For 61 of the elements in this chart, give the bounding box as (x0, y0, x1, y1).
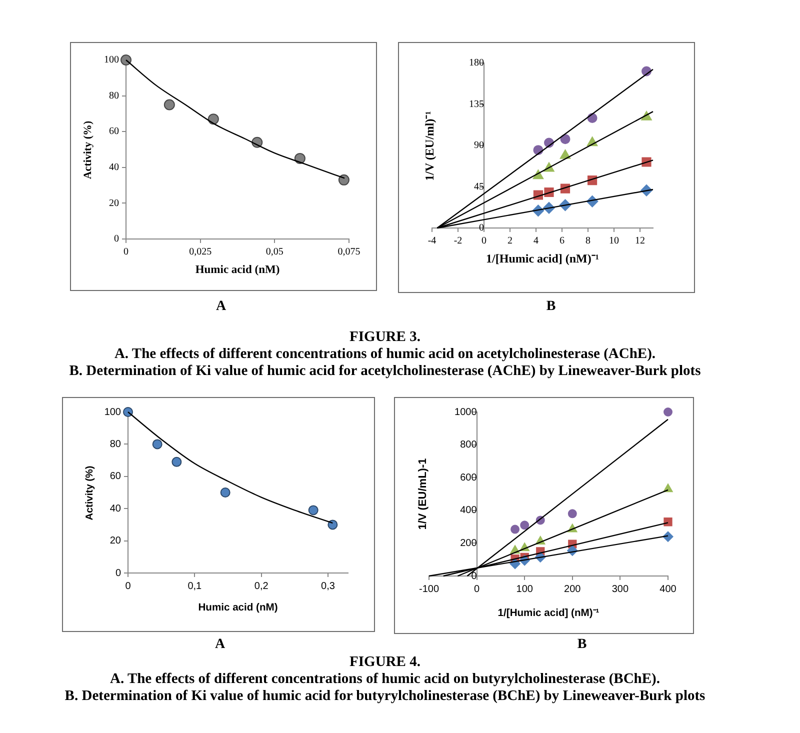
y-tick-label: 20 (109, 198, 119, 209)
y-tick-label: 400 (460, 505, 478, 516)
y-tick-label: 200 (460, 538, 478, 549)
y-tick-label: 60 (109, 126, 119, 138)
y-tick-label: 800 (460, 440, 478, 451)
y-axis-title: Activity (%) (82, 120, 94, 179)
y-tick-label: 135 (469, 98, 484, 110)
y-tick-label: 20 (110, 536, 122, 547)
y-tick-label: 60 (110, 471, 122, 482)
y-tick-label: 45 (474, 181, 484, 192)
y-tick-label: 100 (104, 406, 122, 418)
text: A (216, 299, 226, 315)
text: B (546, 299, 556, 315)
x-axis-title: Humic acid (nM) (198, 602, 278, 614)
text: A (214, 637, 226, 653)
x-tick-label: -100 (418, 584, 440, 595)
x-tick-label: 10 (609, 236, 619, 247)
x-tick-label: 0,05 (266, 246, 284, 258)
caption: FIGURE 3. (350, 328, 420, 345)
x-axis-title: Humic acid (nM) (195, 264, 280, 276)
y-axis-title: Activity (%) (84, 465, 96, 520)
y-tick-label: 100 (104, 54, 119, 66)
x-axis-title: 1/[Humic acid] (nM)⁻¹ (486, 250, 599, 266)
y-tick-label: 40 (109, 162, 119, 174)
y-tick-label: 90 (474, 140, 484, 152)
y-axis-title: 1/V (EU/mL)-1 (417, 458, 429, 530)
y-tick-label: 1000 (454, 406, 478, 418)
x-tick-label: 300 (612, 584, 629, 595)
x-tick-label: 100 (516, 584, 534, 595)
y-tick-label: 180 (469, 58, 484, 69)
y-tick-label: 0 (471, 570, 478, 582)
text: B (577, 637, 587, 653)
x-tick-label: 8 (586, 236, 590, 247)
x-tick-label: 0,2 (254, 580, 269, 592)
x-tick-label: 200 (564, 584, 582, 595)
y-tick-label: 40 (110, 503, 122, 514)
x-tick-label: -4 (428, 236, 436, 247)
caption: FIGURE 4. (350, 654, 420, 670)
text: B. Determination of Ki value of humic acid for butyrylcholinesterase (BChE) by Lineweaver-Burk plots (64, 688, 706, 704)
y-tick-label: 0 (479, 222, 484, 234)
x-tick-label: 6 (560, 236, 564, 247)
y-tick-label: 80 (110, 438, 122, 450)
x-tick-label: 0 (124, 246, 128, 258)
x-tick-label: 400 (660, 584, 677, 595)
x-tick-label: 0,025 (189, 246, 212, 258)
x-tick-label: 0 (125, 580, 132, 592)
text: A. The effects of different concentrations of humic acid on butyrylcholinesterase (BChE). (110, 670, 660, 687)
x-tick-label: 0,075 (338, 246, 360, 258)
x-tick-label: 0,1 (188, 580, 202, 592)
x-tick-label: 2 (508, 236, 512, 247)
y-axis-title: 1/V (EU/ml)⁻¹ (422, 110, 438, 180)
y-tick-label: 0 (115, 568, 122, 579)
y-tick-label: 80 (109, 90, 119, 102)
x-tick-label: 4 (534, 236, 538, 247)
x-tick-label: 0,3 (321, 580, 336, 592)
x-axis-title: 1/[Humic acid] (nM)⁻¹ (498, 607, 600, 619)
y-tick-label: 600 (460, 472, 478, 484)
x-tick-label: 12 (635, 236, 645, 247)
text: A. The effects of different concentrations of humic acid on acetylcholinesterase (AChE). (114, 346, 656, 362)
x-tick-label: -2 (454, 236, 462, 247)
text: B. Determination of Ki value of humic acid for acetylcholinesterase (AChE) by Lineweaver-Burk plots (69, 362, 701, 379)
